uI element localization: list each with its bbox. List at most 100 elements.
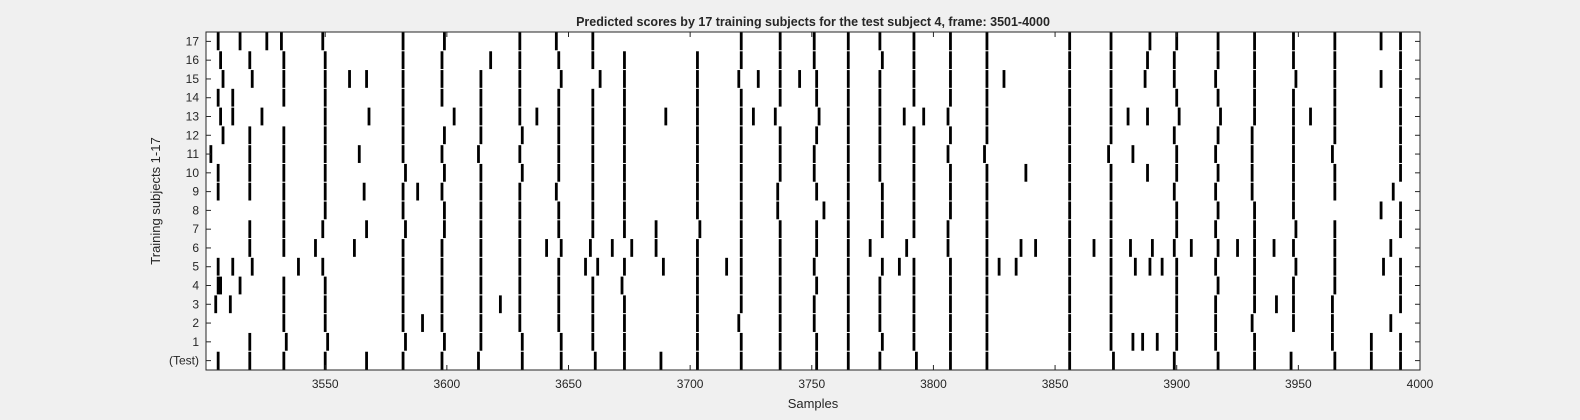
raster-mark	[912, 32, 916, 51]
raster-mark	[623, 51, 626, 70]
raster-mark	[623, 88, 626, 107]
raster-mark	[815, 351, 819, 370]
y-tick-label: 12	[186, 128, 200, 142]
raster-mark	[520, 332, 524, 351]
raster-mark	[1331, 314, 1334, 332]
raster-mark	[1109, 107, 1113, 126]
raster-mark	[323, 51, 327, 70]
raster-mark	[949, 51, 952, 70]
raster-mark	[696, 182, 699, 201]
raster-mark	[323, 201, 327, 220]
raster-mark	[949, 276, 952, 295]
raster-mark	[846, 257, 850, 276]
y-tick-label: 17	[186, 34, 200, 48]
raster-mark	[623, 70, 626, 88]
raster-mark	[282, 126, 286, 145]
raster-mark	[778, 51, 782, 70]
raster-mark	[812, 32, 816, 51]
raster-mark	[1253, 88, 1256, 107]
raster-mark	[591, 276, 595, 295]
raster-mark	[878, 145, 882, 163]
raster-mark	[1109, 163, 1113, 182]
raster-mark	[518, 314, 522, 332]
raster-mark	[739, 32, 743, 51]
raster-mark	[1172, 70, 1176, 88]
raster-mark	[1034, 239, 1038, 257]
raster-mark	[946, 145, 950, 163]
raster-mark	[1068, 126, 1072, 145]
raster-mark	[912, 220, 916, 239]
raster-mark	[323, 107, 327, 126]
raster-mark	[401, 239, 405, 257]
raster-mark	[248, 51, 252, 70]
y-tick-label: (Test)	[169, 354, 199, 368]
raster-mark	[248, 332, 252, 351]
raster-mark	[1309, 107, 1312, 126]
raster-mark	[282, 163, 286, 182]
raster-mark	[1253, 201, 1256, 220]
raster-mark	[985, 351, 989, 370]
raster-mark	[282, 351, 286, 370]
raster-mark	[479, 257, 483, 276]
raster-mark	[1068, 32, 1072, 51]
raster-mark	[219, 51, 222, 70]
raster-mark	[557, 107, 561, 126]
raster-mark	[1214, 145, 1218, 163]
raster-mark	[1068, 88, 1072, 107]
raster-mark	[1369, 351, 1373, 370]
raster-mark	[737, 314, 741, 332]
raster-mark	[1214, 182, 1218, 201]
raster-mark	[584, 257, 587, 276]
raster-mark	[228, 295, 232, 314]
raster-mark	[1294, 70, 1298, 88]
raster-mark	[1216, 88, 1220, 107]
raster-mark	[323, 126, 327, 145]
raster-mark	[985, 257, 989, 276]
raster-mark	[365, 70, 368, 88]
raster-mark	[812, 163, 816, 182]
raster-mark	[912, 126, 916, 145]
raster-mark	[1216, 163, 1220, 182]
raster-mark	[623, 332, 626, 351]
raster-mark	[1068, 201, 1072, 220]
raster-mark	[248, 163, 252, 182]
raster-mark	[421, 314, 424, 332]
raster-mark	[778, 239, 782, 257]
raster-mark	[219, 276, 222, 295]
raster-mark	[479, 295, 483, 314]
raster-mark	[479, 182, 483, 201]
raster-mark	[1172, 51, 1176, 70]
raster-mark	[696, 351, 699, 370]
y-tick-label: 13	[186, 110, 200, 124]
raster-mark	[221, 126, 225, 145]
raster-mark	[846, 51, 850, 70]
raster-mark	[1399, 351, 1402, 370]
raster-mark	[557, 201, 561, 220]
raster-mark	[440, 295, 444, 314]
raster-mark	[559, 332, 563, 351]
raster-mark	[1214, 332, 1218, 351]
raster-mark	[404, 332, 407, 351]
raster-mark	[321, 32, 325, 51]
raster-mark	[401, 88, 405, 107]
raster-mark	[231, 88, 235, 107]
raster-mark	[591, 332, 595, 351]
raster-mark	[778, 70, 782, 88]
raster-mark	[591, 51, 595, 70]
raster-mark	[1331, 295, 1334, 314]
raster-mark	[778, 220, 782, 239]
raster-mark	[479, 314, 483, 332]
raster-mark	[1333, 257, 1337, 276]
raster-mark	[985, 220, 989, 239]
raster-mark	[479, 239, 483, 257]
raster-mark	[248, 351, 252, 370]
raster-mark	[401, 257, 405, 276]
raster-mark	[440, 88, 444, 107]
raster-mark	[1253, 351, 1256, 370]
raster-mark	[983, 145, 986, 163]
raster-mark	[557, 163, 561, 182]
raster-mark	[739, 257, 743, 276]
raster-mark	[1250, 182, 1254, 201]
raster-mark	[557, 276, 561, 295]
raster-mark	[282, 201, 286, 220]
